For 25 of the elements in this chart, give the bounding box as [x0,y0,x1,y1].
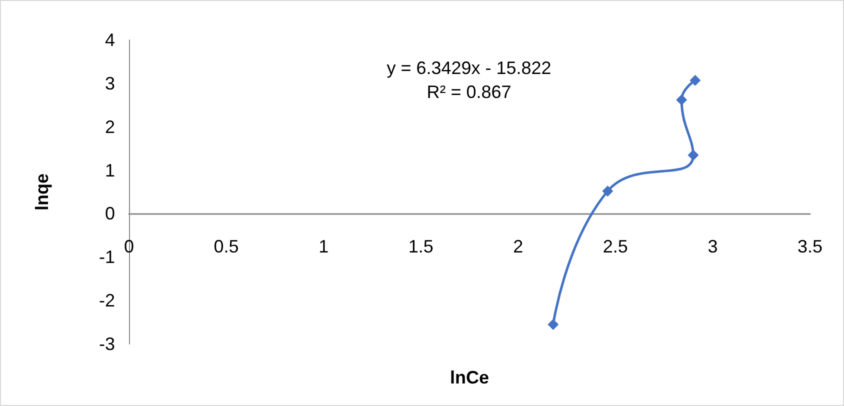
y-tick-label: 1 [104,160,115,180]
x-tick-label: 1.5 [408,236,434,257]
x-tick-label: 3 [708,236,718,257]
y-tick-label: 0 [104,204,115,224]
x-tick-label: 1 [318,236,329,257]
y-tick-label: -3 [98,334,115,354]
y-tick-label: 4 [104,30,115,50]
x-tick-label: 3.5 [797,236,823,257]
x-tick-label: 2.5 [602,236,628,257]
y-tick-label: 3 [104,73,115,94]
point [688,150,699,161]
y-tick-label: -2 [98,290,115,311]
x-axis-title: lnCe [450,368,490,388]
point [548,318,559,330]
y-tick-label: 2 [104,116,115,137]
x-tick-label: 2 [513,236,524,257]
point [690,74,701,86]
point [602,186,614,197]
annotation: R² = 0.867 [426,82,512,102]
y-axis-title: lnqe [32,173,52,211]
annotation: y = 6.3429x - 15.822 [386,58,552,78]
x-tick-label: 0 [124,236,134,257]
x-tick-label: 0.5 [214,236,239,257]
y-tick-label: -1 [98,247,115,268]
point [676,94,688,106]
